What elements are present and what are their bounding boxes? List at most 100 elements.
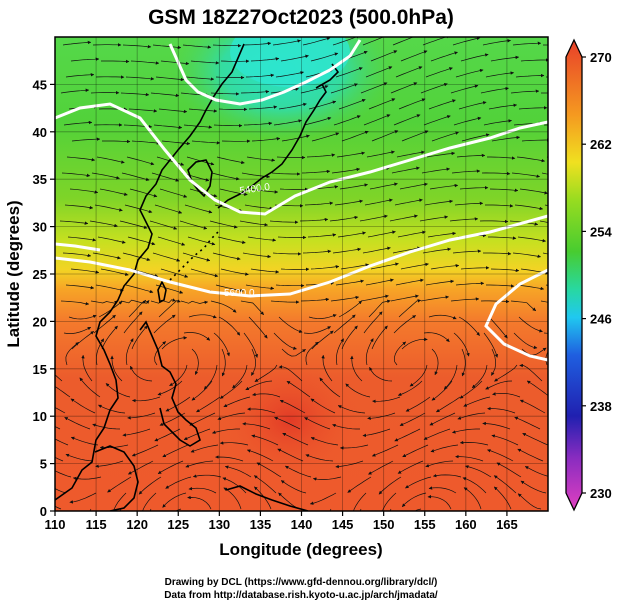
streamline: [276, 155, 306, 160]
streamline: [299, 217, 329, 222]
streamline: [485, 71, 515, 78]
streamline: [242, 41, 272, 46]
contour-5400: [55, 102, 548, 216]
streamline: [310, 398, 336, 414]
streamline: [514, 416, 541, 430]
streamline: [59, 220, 89, 225]
streamline: [329, 215, 359, 222]
streamline: [245, 284, 275, 291]
streamline: [269, 220, 299, 224]
streamline: [213, 332, 230, 357]
streamline: [514, 204, 544, 211]
streamline: [216, 156, 245, 165]
streamline: [303, 116, 332, 126]
streamline: [395, 66, 423, 78]
streamline: [311, 330, 334, 350]
streamline: [286, 380, 311, 398]
streamline: [401, 337, 428, 350]
streamline: [368, 299, 391, 318]
streamline: [149, 508, 152, 511]
streamline: [337, 231, 366, 238]
streamline: [457, 412, 486, 420]
streamline: [162, 444, 189, 458]
streamline: [251, 348, 256, 376]
streamline: [188, 486, 217, 494]
streamline: [333, 115, 361, 126]
streamline: [485, 204, 514, 208]
streamline: [128, 108, 158, 113]
streamline: [435, 396, 461, 413]
streamline: [330, 295, 360, 302]
streamline: [431, 380, 453, 401]
streamline: [420, 295, 450, 302]
streamline: [127, 236, 156, 246]
streamline: [65, 73, 95, 78]
y-tick-label: 15: [33, 362, 47, 377]
streamline: [250, 57, 280, 62]
streamline: [221, 348, 226, 377]
streamline: [154, 204, 183, 214]
streamline: [119, 508, 122, 511]
streamline: [153, 124, 183, 130]
streamline: [331, 167, 361, 174]
streamline: [187, 495, 212, 510]
streamline: [421, 167, 451, 174]
streamline: [365, 278, 394, 286]
streamline: [248, 316, 268, 339]
streamline: [462, 477, 487, 494]
streamline: [182, 44, 212, 49]
streamline: [397, 380, 423, 396]
streamline: [96, 338, 105, 366]
streamline: [158, 299, 181, 318]
streamline: [453, 332, 470, 357]
streamline: [308, 314, 337, 319]
streamline: [60, 300, 90, 306]
streamline: [95, 284, 124, 292]
streamline: [220, 268, 249, 276]
streamline: [335, 279, 365, 286]
x-tick-label: 125: [167, 517, 189, 532]
streamline: [273, 332, 297, 350]
streamline: [162, 492, 187, 508]
streamline: [55, 386, 71, 398]
streamline: [119, 220, 148, 229]
streamline: [212, 428, 240, 434]
streamline: [394, 428, 421, 442]
streamline: [332, 423, 360, 430]
streamline: [493, 486, 512, 510]
y-tick-label: 25: [33, 267, 47, 282]
streamline: [132, 396, 161, 403]
streamline: [189, 412, 216, 426]
streamline: [284, 465, 312, 478]
streamline: [62, 252, 92, 258]
streamline: [393, 114, 421, 126]
streamline: [517, 448, 544, 462]
streamline: [341, 130, 369, 142]
streamline: [161, 140, 191, 146]
streamline: [518, 316, 543, 333]
streamline: [335, 460, 364, 469]
coastline-taiwan: [157, 280, 167, 304]
contour-5400-north: [168, 39, 362, 106]
streamline: [138, 476, 162, 495]
streamline: [247, 407, 276, 414]
streamline: [156, 156, 185, 166]
streamline: [280, 54, 309, 62]
streamline: [242, 252, 272, 259]
streamline: [279, 187, 309, 192]
streamline: [513, 332, 538, 350]
streamline: [521, 347, 547, 356]
x-tick-label: 165: [496, 517, 518, 532]
streamline: [190, 268, 219, 278]
streamline: [335, 67, 363, 78]
streamline: [192, 474, 222, 478]
streamline: [122, 252, 151, 262]
streamline: [541, 172, 548, 175]
streamline: [452, 249, 482, 254]
streamline: [217, 412, 246, 421]
streamline: [428, 314, 457, 320]
streamline: [310, 265, 340, 270]
streamline: [345, 383, 371, 398]
streamline: [245, 380, 273, 391]
streamline: [425, 279, 455, 286]
